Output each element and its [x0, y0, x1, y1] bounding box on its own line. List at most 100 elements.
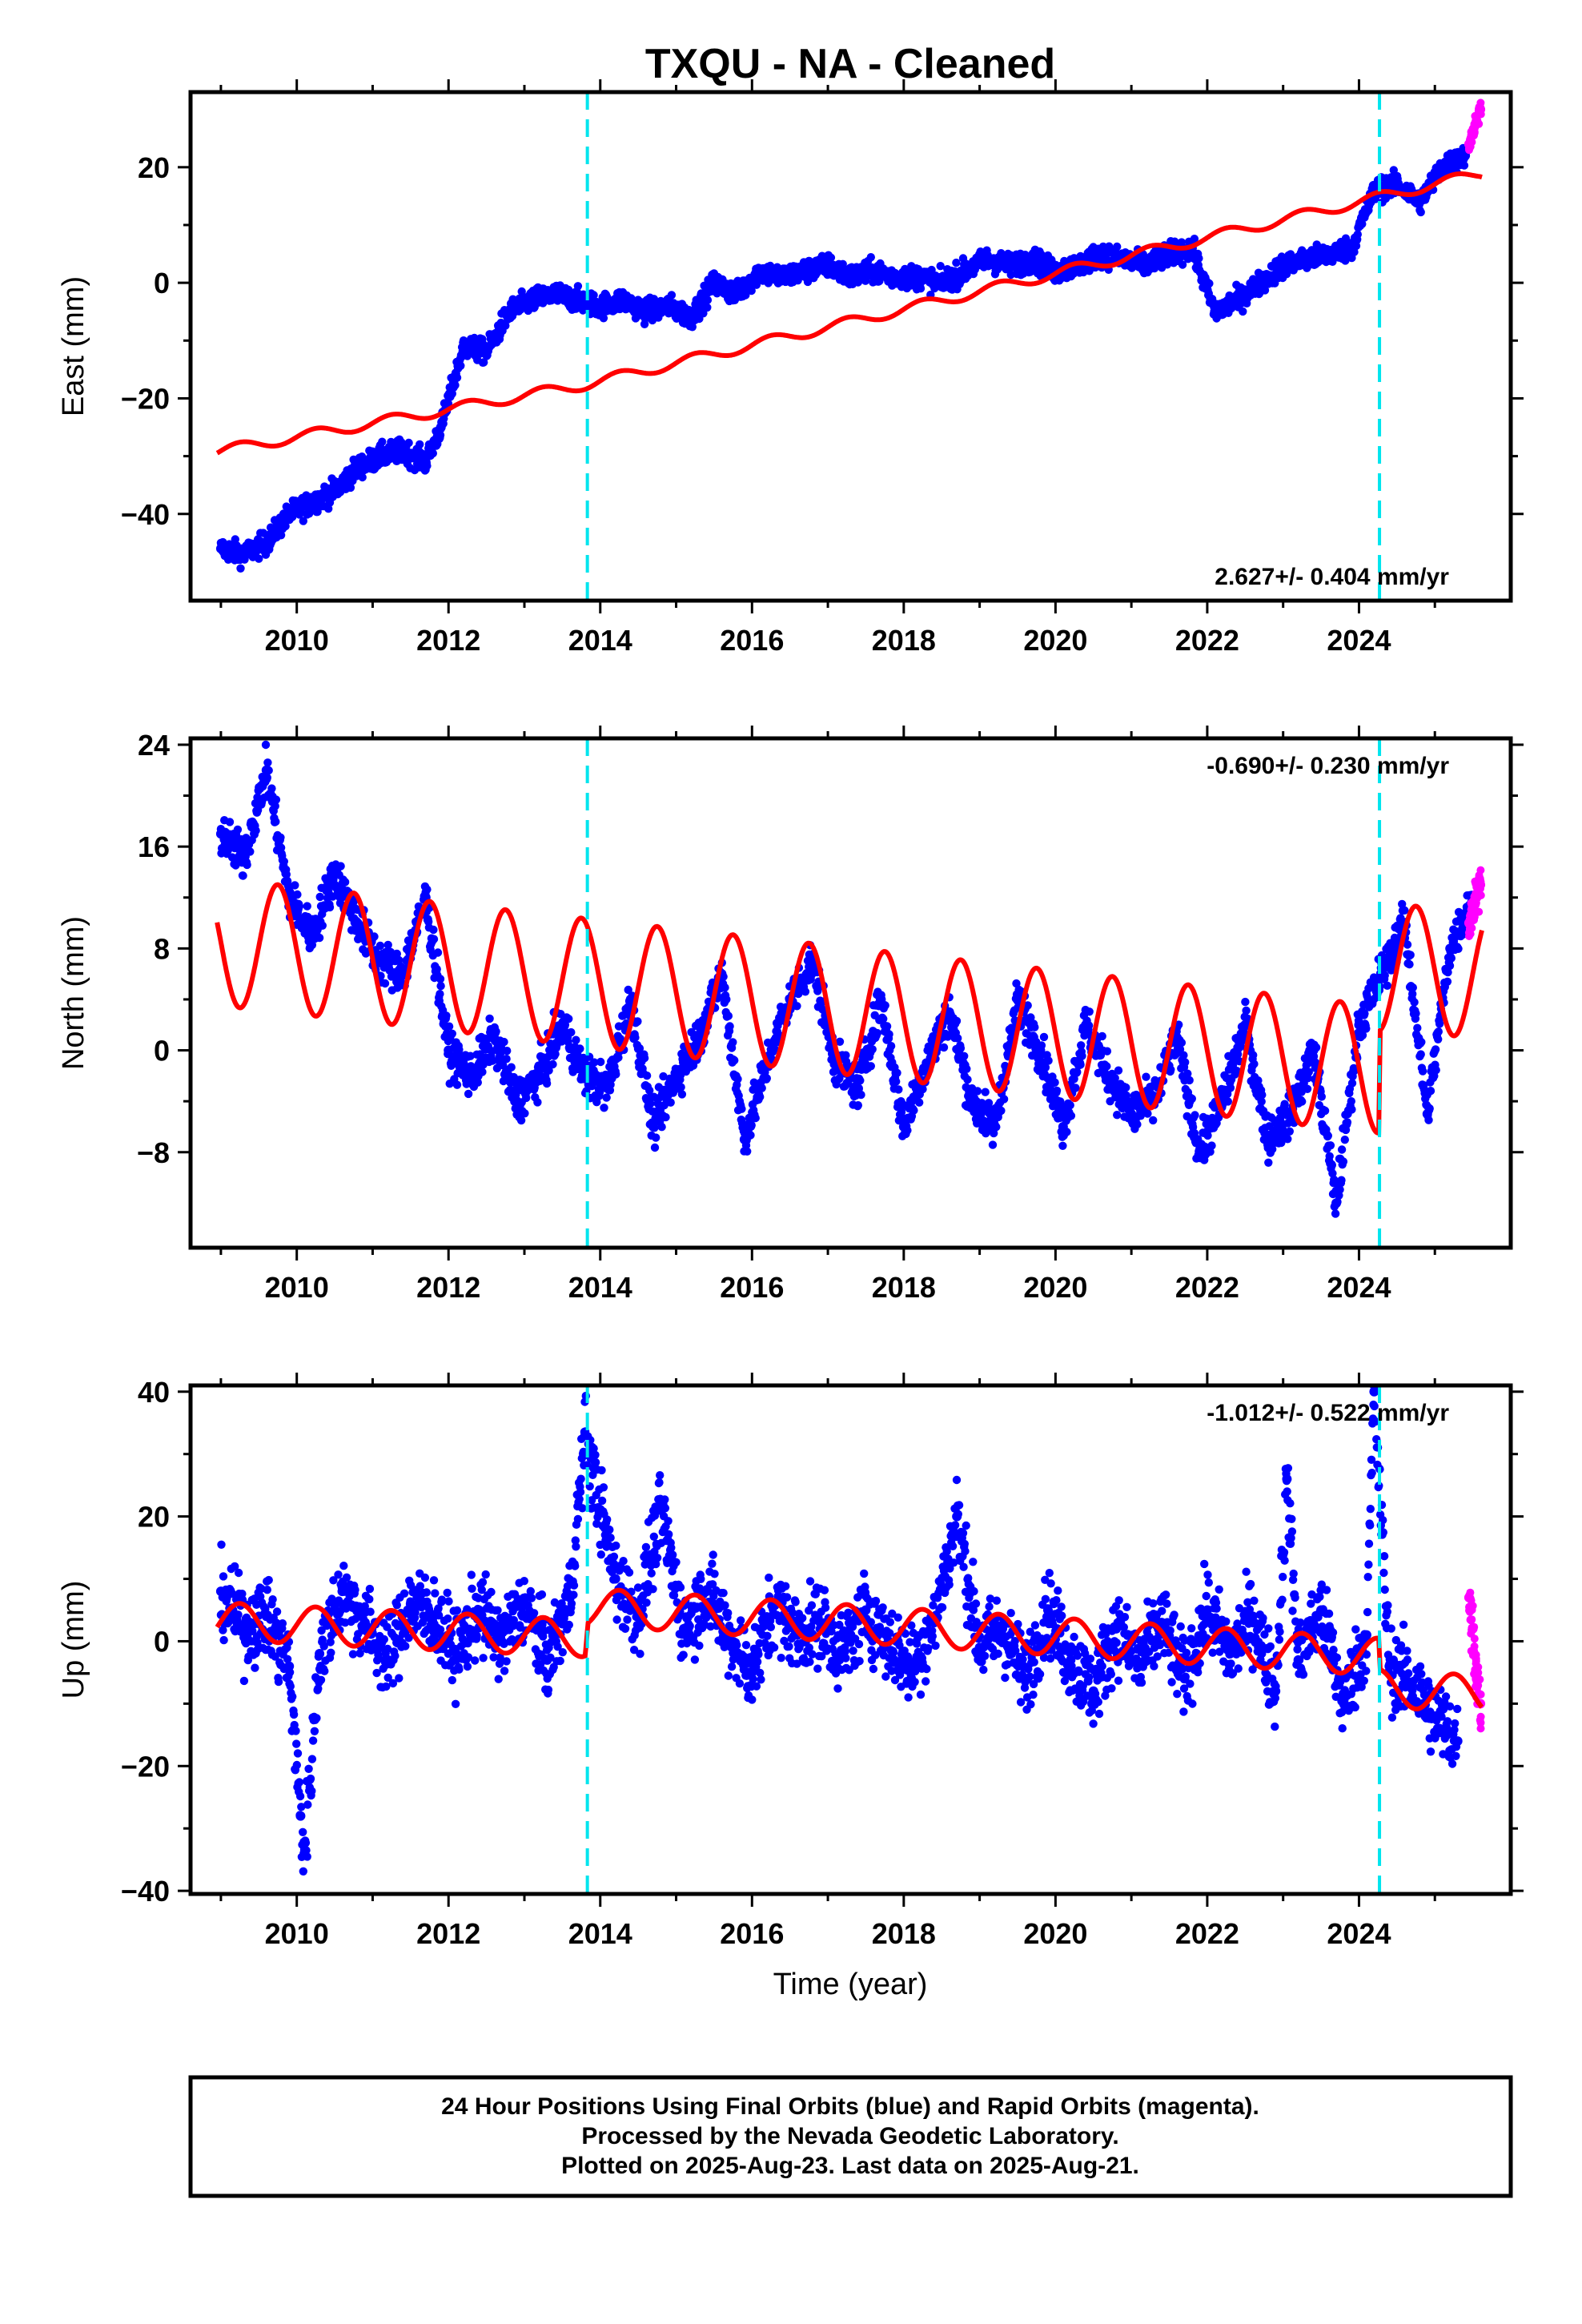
east-cloud-point	[451, 380, 460, 390]
north-cloud-point	[997, 1106, 1006, 1116]
north-cloud-point	[478, 1068, 487, 1076]
north-cloud-point	[1326, 1141, 1335, 1150]
north-cloud-point	[328, 892, 337, 901]
east-y-tick-label: −40	[121, 498, 170, 531]
east-x-tick-label: 2012	[416, 624, 480, 657]
north-cloud-point	[551, 1050, 560, 1059]
north-cloud-point	[522, 1093, 531, 1103]
east-cloud-point	[866, 253, 876, 262]
east-final-point	[800, 266, 810, 276]
north-cloud-point	[640, 1054, 649, 1063]
east-final-point	[777, 271, 788, 282]
north-cloud-point	[263, 758, 272, 767]
east-final-point	[1415, 197, 1425, 207]
north-cloud-point	[841, 1051, 850, 1059]
north-cloud-point	[455, 1045, 464, 1055]
east-final-point	[595, 300, 605, 311]
east-cloud-point	[1178, 260, 1187, 269]
north-cloud-point	[868, 1045, 877, 1054]
north-cloud-point	[747, 1120, 756, 1130]
north-cloud-point	[1325, 1152, 1334, 1161]
north-cloud-point	[502, 1055, 511, 1063]
north-cloud-point	[729, 1038, 737, 1047]
east-cloud-point	[826, 253, 836, 262]
east-x-tick-label: 2024	[1327, 624, 1391, 657]
north-cloud-point	[897, 1108, 906, 1116]
north-cloud-point	[1133, 1120, 1142, 1129]
east-cloud-point	[1113, 242, 1122, 251]
north-cloud-point	[984, 1099, 994, 1108]
north-cloud-point	[303, 902, 311, 911]
north-cloud-point	[466, 1051, 475, 1060]
east-cloud-point	[1328, 257, 1337, 266]
north-cloud-point	[473, 1078, 482, 1087]
north-cloud-point	[1327, 1160, 1337, 1170]
east-cloud-point	[480, 358, 488, 367]
north-cloud-point	[1041, 1063, 1050, 1072]
east-rapid-cloud-point	[1476, 99, 1485, 107]
north-cloud-point	[251, 826, 260, 835]
east-cloud-point	[703, 296, 713, 304]
east-final-point	[1232, 295, 1243, 305]
east-final-point	[284, 509, 295, 519]
north-cloud-point	[960, 1051, 969, 1061]
north-cloud-point	[915, 1098, 924, 1107]
east-cloud-point	[416, 440, 424, 449]
north-cloud-point	[1044, 1056, 1053, 1065]
north-cloud-point	[737, 1104, 746, 1113]
north-cloud-point	[375, 941, 385, 951]
east-final-point	[481, 347, 492, 357]
east-rapid-cloud-point	[1471, 123, 1480, 132]
east-cloud-point	[1239, 307, 1247, 316]
east-cloud-point	[255, 554, 263, 563]
east-final-point	[868, 266, 878, 276]
east-cloud-point	[1358, 219, 1367, 228]
north-cloud-point	[1078, 1051, 1086, 1060]
north-cloud-point	[657, 1123, 666, 1132]
east-cloud-point	[1162, 260, 1172, 269]
north-cloud-point	[635, 1043, 644, 1053]
north-cloud-point	[503, 1047, 512, 1055]
north-cloud-point	[1304, 1068, 1314, 1076]
east-cloud-point	[452, 373, 462, 382]
north-cloud-point	[642, 1072, 652, 1080]
north-cloud-point	[392, 949, 401, 959]
east-final-point	[375, 451, 385, 461]
east-rapid-cloud-point	[1471, 111, 1480, 120]
east-final-point	[1301, 255, 1311, 265]
east-x-tick-label: 2018	[872, 624, 936, 657]
east-final-point	[436, 422, 446, 432]
north-cloud-point	[1039, 1032, 1049, 1042]
north-cloud-point	[856, 1076, 865, 1085]
north-cloud-point	[733, 1075, 742, 1084]
east-cloud-point	[346, 483, 355, 493]
north-cloud-point	[660, 1101, 669, 1110]
north-cloud-point	[1298, 1097, 1307, 1106]
north-cloud-point	[318, 921, 327, 931]
north-cloud-point	[336, 862, 345, 870]
north-cloud-point	[751, 1113, 760, 1123]
east-cloud-point	[564, 285, 573, 295]
north-cloud-point	[1052, 1086, 1062, 1096]
east-cloud-point	[436, 431, 445, 440]
north-cloud-point	[873, 1028, 882, 1038]
north-cloud-point	[1311, 1058, 1320, 1068]
east-final-point	[640, 307, 651, 317]
north-cloud-point	[572, 1035, 580, 1044]
east-cloud-point	[699, 309, 708, 318]
east-final-point	[261, 537, 271, 548]
north-cloud-point	[1285, 1127, 1295, 1136]
north-cloud-point	[677, 1083, 685, 1092]
north-cloud-point	[1030, 1023, 1039, 1031]
north-cloud-point	[1122, 1083, 1130, 1092]
north-cloud-point	[533, 1098, 542, 1107]
north-cloud-point	[892, 1077, 901, 1086]
north-cloud-point	[659, 1072, 668, 1081]
north-cloud-point	[282, 870, 291, 879]
east-final-point	[549, 289, 560, 300]
north-cloud-point	[1026, 1013, 1035, 1022]
north-cloud-point	[500, 1037, 508, 1047]
east-final-point	[823, 260, 833, 271]
north-cloud-point	[325, 903, 335, 912]
north-cloud-point	[1185, 1076, 1194, 1085]
